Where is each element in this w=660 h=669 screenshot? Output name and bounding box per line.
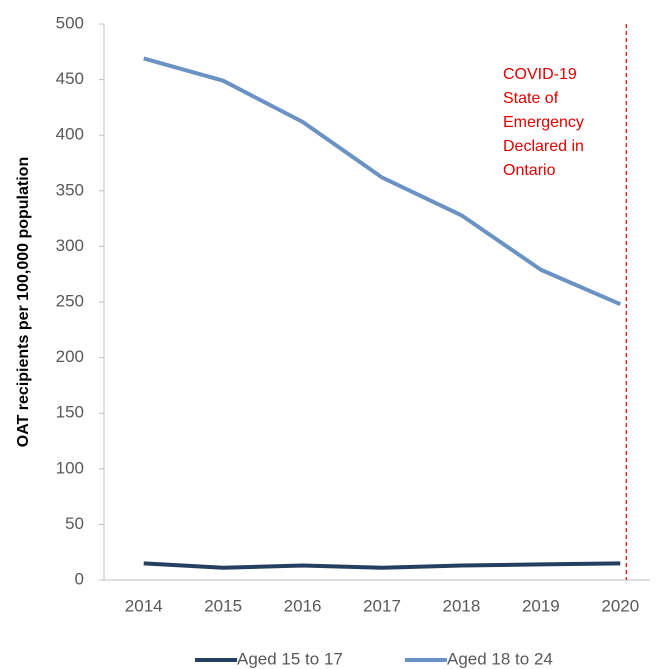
y-tick-label: 350 bbox=[56, 180, 84, 199]
y-tick-label: 450 bbox=[56, 69, 84, 88]
y-tick-label: 250 bbox=[56, 291, 84, 310]
x-tick-label: 2019 bbox=[522, 596, 560, 615]
y-axis-label: OAT recipients per 100,000 population bbox=[15, 157, 32, 447]
y-tick-label: 150 bbox=[56, 403, 84, 422]
y-tick-label: 300 bbox=[56, 236, 84, 255]
y-tick-label: 100 bbox=[56, 458, 84, 477]
y-tick-label: 50 bbox=[65, 514, 84, 533]
series-line bbox=[143, 561, 621, 570]
y-tick-label: 200 bbox=[56, 347, 84, 366]
y-tick-label: 400 bbox=[56, 125, 84, 144]
x-tick-label: 2018 bbox=[443, 596, 481, 615]
annotation-text: COVID-19 bbox=[503, 66, 577, 83]
x-tick-label: 2016 bbox=[284, 596, 322, 615]
x-tick-label: 2015 bbox=[204, 596, 242, 615]
legend-label: Aged 18 to 24 bbox=[447, 649, 553, 668]
annotation-text: State of bbox=[503, 90, 559, 107]
x-tick-label: 2014 bbox=[125, 596, 163, 615]
annotation-text: Emergency bbox=[503, 114, 584, 131]
x-tick-label: 2020 bbox=[601, 596, 639, 615]
y-tick-label: 500 bbox=[56, 13, 84, 32]
x-tick-label: 2017 bbox=[363, 596, 401, 615]
annotation-text: Declared in bbox=[503, 138, 584, 155]
annotation-text: Ontario bbox=[503, 162, 556, 179]
legend-label: Aged 15 to 17 bbox=[237, 649, 343, 668]
y-tick-label: 0 bbox=[75, 569, 84, 588]
series-line bbox=[143, 56, 622, 307]
